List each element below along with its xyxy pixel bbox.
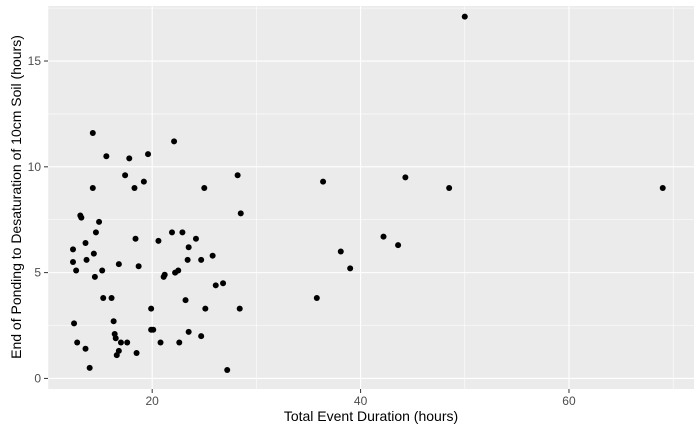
data-point	[86, 364, 93, 371]
data-point	[110, 318, 117, 325]
data-point	[209, 252, 216, 259]
data-point	[157, 339, 164, 346]
data-point	[108, 295, 115, 302]
y-tick-label: 5	[34, 266, 41, 280]
y-axis-ticks: 0 5 10 15	[28, 54, 48, 385]
data-point	[192, 235, 199, 242]
data-point	[198, 256, 205, 263]
data-point	[124, 339, 131, 346]
major-gridlines	[48, 6, 694, 389]
data-point	[92, 229, 99, 236]
data-point	[161, 271, 168, 278]
data-point	[168, 229, 175, 236]
data-point	[71, 320, 78, 327]
data-point	[237, 210, 244, 217]
data-point	[73, 267, 80, 274]
data-point	[236, 305, 243, 312]
data-point	[131, 184, 138, 191]
plot-panel	[48, 6, 694, 389]
data-point	[70, 259, 77, 266]
data-point	[122, 172, 129, 179]
x-axis-ticks: 20 40 60	[146, 389, 576, 408]
data-point	[103, 153, 110, 160]
data-point	[198, 333, 205, 340]
data-point	[202, 305, 209, 312]
data-point	[135, 263, 142, 270]
data-point	[347, 265, 354, 272]
data-point	[115, 347, 122, 354]
y-axis-title: End of Ponding to Desaturation of 10cm S…	[8, 35, 24, 359]
data-point	[150, 326, 157, 333]
data-point	[145, 151, 152, 158]
data-point	[185, 244, 192, 251]
data-point	[132, 235, 139, 242]
data-point	[402, 174, 409, 181]
data-point	[395, 242, 402, 249]
x-tick-label: 40	[354, 394, 368, 408]
data-point	[112, 335, 119, 342]
data-point	[133, 350, 140, 357]
data-point	[220, 280, 227, 287]
data-point	[446, 184, 453, 191]
data-point	[182, 297, 189, 304]
data-point	[82, 239, 89, 246]
data-point	[82, 345, 89, 352]
x-axis-title: Total Event Duration (hours)	[284, 408, 458, 424]
data-point	[320, 178, 327, 185]
data-point	[380, 233, 387, 240]
data-point	[201, 184, 208, 191]
data-point	[70, 246, 77, 253]
data-point	[83, 256, 90, 263]
data-point	[140, 178, 147, 185]
data-point	[117, 339, 124, 346]
data-point	[74, 339, 81, 346]
data-point	[89, 129, 96, 136]
y-tick-label: 10	[28, 160, 42, 174]
data-point	[126, 155, 133, 162]
data-point	[337, 248, 344, 255]
data-point	[155, 237, 162, 244]
data-point	[179, 229, 186, 236]
x-tick-label: 20	[146, 394, 160, 408]
x-tick-label: 60	[562, 394, 576, 408]
data-point	[99, 267, 106, 274]
data-point	[224, 366, 231, 373]
data-point	[91, 273, 98, 280]
data-point	[184, 256, 191, 263]
data-point	[100, 295, 107, 302]
data-point	[90, 250, 97, 257]
data-point	[78, 214, 85, 221]
data-point	[212, 282, 219, 289]
data-point	[175, 267, 182, 274]
minor-gridlines	[47, 6, 694, 389]
data-points	[70, 13, 666, 373]
data-point	[148, 305, 155, 312]
data-point	[313, 295, 320, 302]
y-tick-label: 0	[34, 371, 41, 385]
data-point	[234, 172, 241, 179]
data-point	[176, 339, 183, 346]
data-point	[659, 184, 666, 191]
data-point	[96, 218, 103, 225]
data-point	[185, 328, 192, 335]
y-tick-label: 15	[28, 54, 42, 68]
data-point	[171, 138, 178, 145]
data-point	[461, 13, 468, 20]
data-point	[115, 261, 122, 268]
data-point	[89, 184, 96, 191]
